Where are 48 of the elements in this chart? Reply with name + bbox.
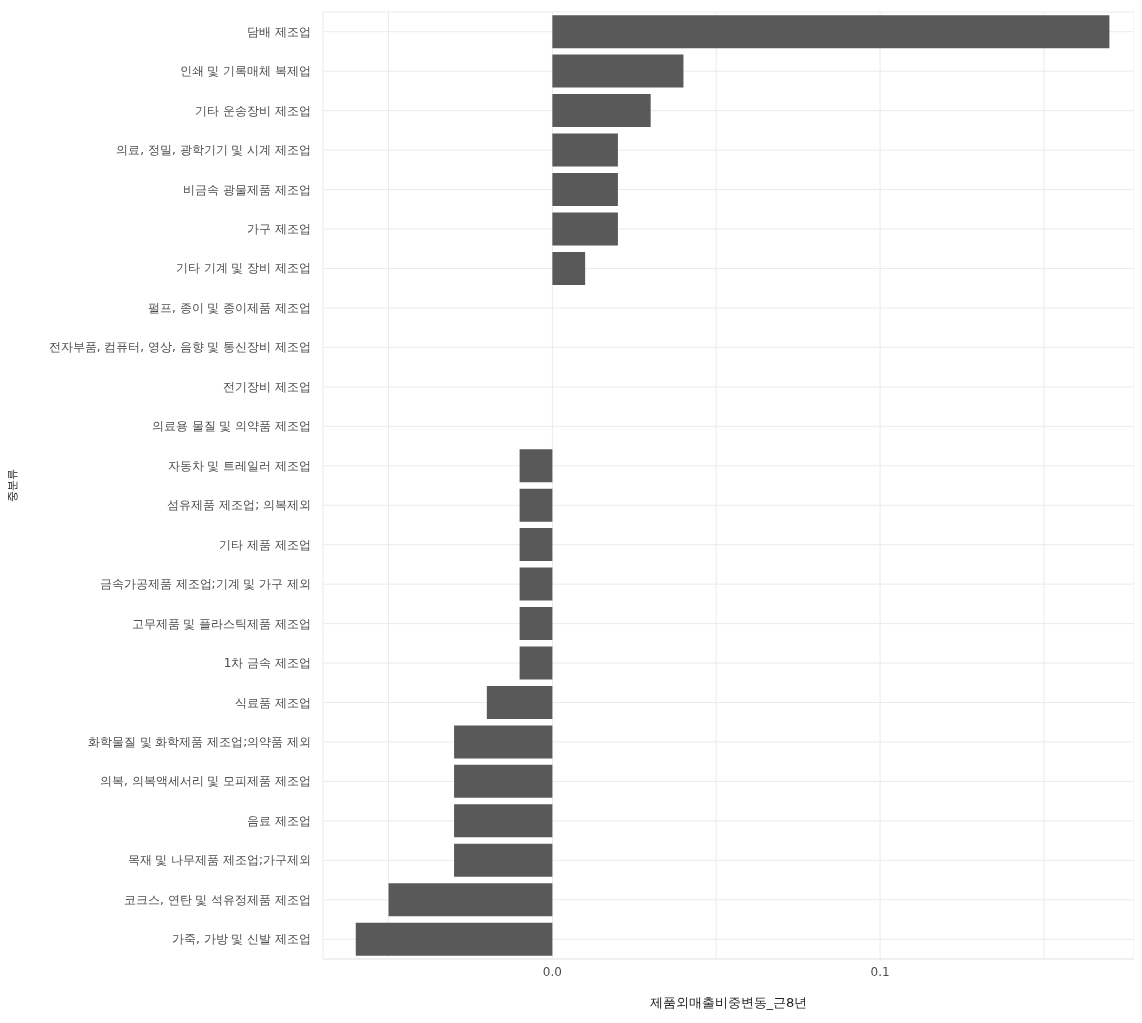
bar bbox=[454, 725, 553, 759]
y-tick-label: 의복, 의복액세서리 및 모피제품 제조업 bbox=[99, 774, 311, 789]
y-tick-label: 펄프, 종이 및 종이제품 제조업 bbox=[147, 300, 311, 315]
bar bbox=[519, 449, 553, 483]
y-tick-label: 비금속 광물제품 제조업 bbox=[183, 182, 311, 197]
bar bbox=[454, 764, 553, 798]
x-tick-label: 0.1 bbox=[870, 964, 890, 979]
y-tick-label: 전자부품, 컴퓨터, 영상, 음향 및 통신장비 제조업 bbox=[48, 340, 311, 355]
y-tick-label: 음료 제조업 bbox=[247, 813, 311, 828]
bar bbox=[552, 212, 618, 246]
y-tick-label: 가구 제조업 bbox=[247, 222, 311, 237]
x-axis-title: 제품외매출비중변동_근8년 bbox=[649, 995, 808, 1010]
y-tick-label: 금속가공제품 제조업;기계 및 가구 제외 bbox=[99, 577, 311, 592]
bar bbox=[552, 54, 684, 88]
y-tick-label: 기타 기계 및 장비 제조업 bbox=[175, 261, 311, 276]
bar bbox=[519, 646, 553, 680]
y-tick-label: 담배 제조업 bbox=[247, 24, 311, 39]
bar bbox=[486, 685, 553, 719]
bar bbox=[552, 172, 618, 206]
y-tick-label: 기타 운송장비 제조업 bbox=[195, 103, 311, 118]
bar bbox=[519, 607, 553, 641]
bar bbox=[355, 922, 553, 956]
y-tick-label: 기타 제품 제조업 bbox=[219, 537, 311, 552]
y-tick-label: 전기장비 제조업 bbox=[223, 379, 311, 394]
bar bbox=[552, 133, 618, 167]
bar bbox=[519, 567, 553, 601]
y-tick-label: 의료, 정밀, 광학기기 및 시계 제조업 bbox=[116, 143, 311, 158]
y-tick-label: 의료용 물질 및 의약품 제조업 bbox=[151, 419, 311, 434]
bar bbox=[552, 251, 586, 285]
y-tick-label: 섬유제품 제조업; 의복제외 bbox=[167, 498, 311, 513]
y-tick-label: 화학물질 및 화학제품 제조업;의약품 제외 bbox=[87, 734, 311, 749]
bar bbox=[552, 15, 1110, 49]
y-tick-label: 인쇄 및 기록매체 복제업 bbox=[179, 64, 311, 79]
y-axis-title: 중분류 bbox=[5, 469, 19, 502]
bar bbox=[519, 488, 553, 522]
y-tick-label: 1차 금속 제조업 bbox=[223, 656, 311, 671]
x-tick-label: 0.0 bbox=[542, 964, 562, 979]
bar bbox=[519, 528, 553, 562]
y-tick-label: 목재 및 나무제품 제조업;가구제외 bbox=[127, 853, 311, 868]
y-tick-label: 자동차 및 트레일러 제조업 bbox=[167, 458, 311, 473]
y-tick-label: 가죽, 가방 및 신발 제조업 bbox=[171, 932, 311, 947]
bar bbox=[388, 883, 553, 917]
y-tick-label: 고무제품 및 플라스틱제품 제조업 bbox=[131, 616, 311, 631]
y-tick-label: 식료품 제조업 bbox=[235, 695, 311, 710]
bar bbox=[552, 94, 651, 128]
y-tick-label: 코크스, 연탄 및 석유정제품 제조업 bbox=[123, 892, 311, 907]
bar bbox=[454, 843, 553, 877]
bar bbox=[454, 804, 553, 838]
